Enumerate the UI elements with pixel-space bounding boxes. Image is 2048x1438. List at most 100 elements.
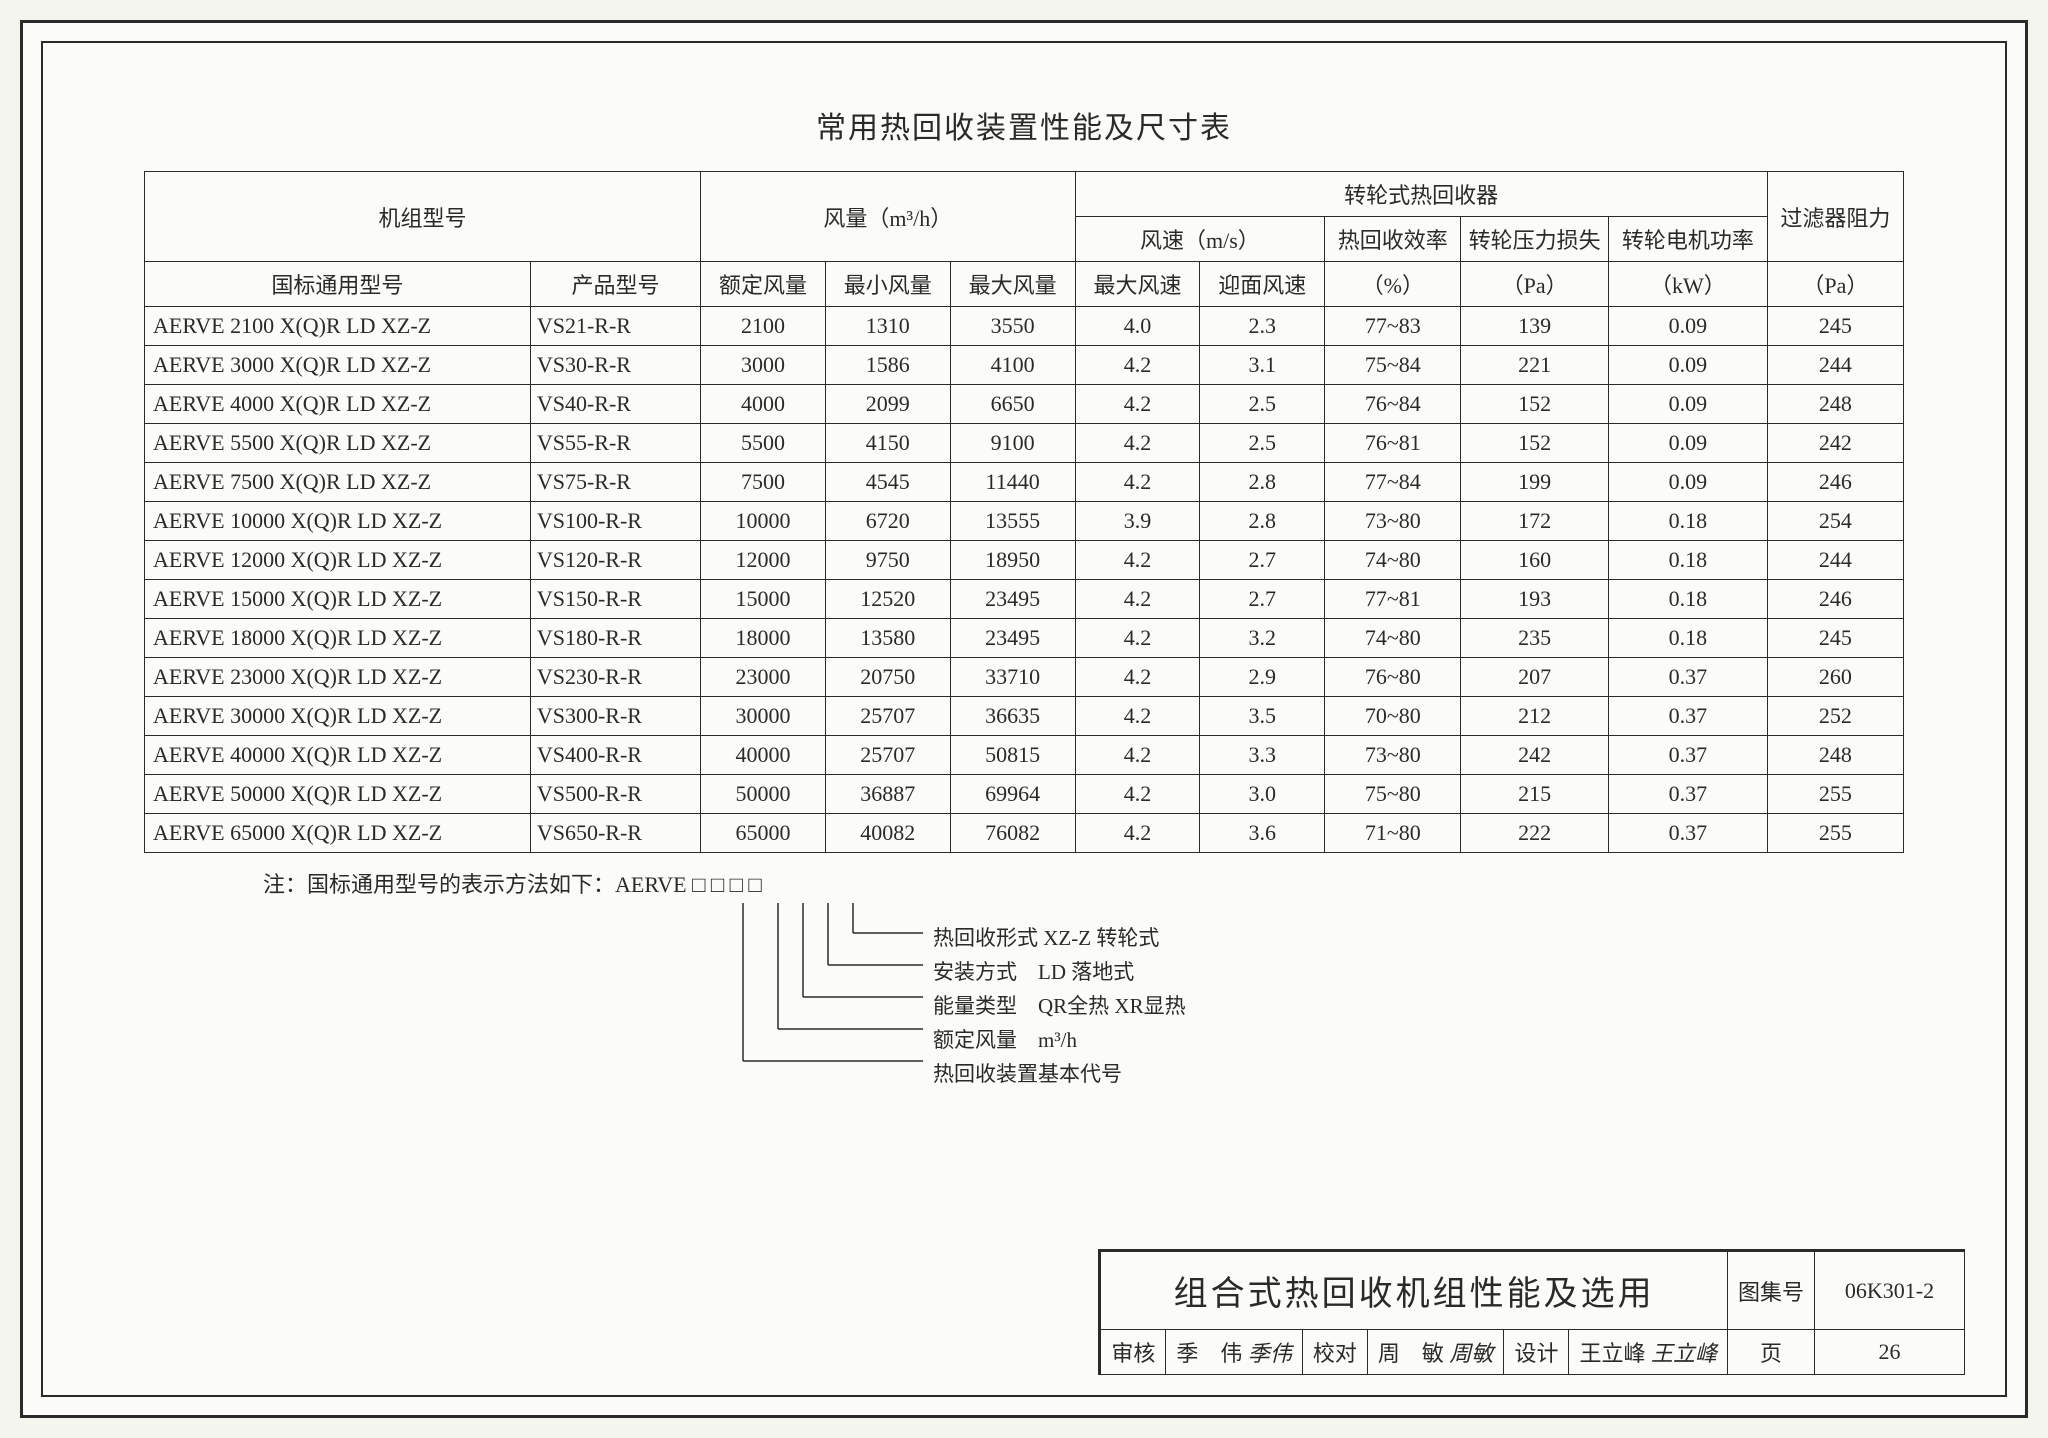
cell-gb: AERVE 40000 X(Q)R LD XZ-Z (145, 736, 531, 775)
cell-vmax: 4.2 (1075, 424, 1200, 463)
cell-max: 18950 (950, 541, 1075, 580)
cell-rated: 12000 (701, 541, 826, 580)
cell-pm: VS100-R-R (530, 502, 700, 541)
th-min: 最小风量 (825, 262, 950, 307)
cell-kw: 0.37 (1608, 814, 1767, 853)
cell-rated: 7500 (701, 463, 826, 502)
cell-vmax: 4.2 (1075, 658, 1200, 697)
table-row: AERVE 2100 X(Q)R LD XZ-ZVS21-R-R21001310… (145, 307, 1904, 346)
cell-ploss: 235 (1461, 619, 1609, 658)
cell-max: 11440 (950, 463, 1075, 502)
cell-min: 12520 (825, 580, 950, 619)
cell-ploss: 212 (1461, 697, 1609, 736)
cell-kw: 0.09 (1608, 463, 1767, 502)
cell-vmax: 4.2 (1075, 580, 1200, 619)
cell-vface: 3.6 (1200, 814, 1325, 853)
page-label: 页 (1727, 1330, 1814, 1375)
cell-eff: 76~81 (1325, 424, 1461, 463)
cell-vface: 2.8 (1200, 502, 1325, 541)
note-text: 注：国标通用型号的表示方法如下：AERVE □ □ □ □ (263, 867, 1965, 899)
table-row: AERVE 50000 X(Q)R LD XZ-ZVS500-R-R500003… (145, 775, 1904, 814)
cell-gb: AERVE 12000 X(Q)R LD XZ-Z (145, 541, 531, 580)
cell-max: 3550 (950, 307, 1075, 346)
cell-rated: 50000 (701, 775, 826, 814)
page-outer: 常用热回收装置性能及尺寸表 机组型号 风量（m³/h） 转轮式热回收器 过滤器阻… (20, 20, 2028, 1418)
cell-min: 9750 (825, 541, 950, 580)
cell-vmax: 4.2 (1075, 541, 1200, 580)
table-row: AERVE 23000 X(Q)R LD XZ-ZVS230-R-R230002… (145, 658, 1904, 697)
legend-bracket-icon (703, 903, 933, 1083)
title-block: 组合式热回收机组性能及选用 图集号 06K301-2 审核 季 伟 季伟 校对 … (1098, 1249, 1965, 1375)
th-pa: （Pa） (1461, 262, 1609, 307)
th-kw: （kW） (1608, 262, 1767, 307)
cell-max: 33710 (950, 658, 1075, 697)
cell-vface: 2.5 (1200, 385, 1325, 424)
cell-vface: 3.2 (1200, 619, 1325, 658)
cell-rated: 3000 (701, 346, 826, 385)
cell-kw: 0.18 (1608, 619, 1767, 658)
cell-vmax: 4.2 (1075, 775, 1200, 814)
cell-ploss: 193 (1461, 580, 1609, 619)
cell-min: 4545 (825, 463, 950, 502)
cell-ploss: 221 (1461, 346, 1609, 385)
cell-max: 9100 (950, 424, 1075, 463)
cell-min: 6720 (825, 502, 950, 541)
cell-rated: 4000 (701, 385, 826, 424)
cell-vface: 2.8 (1200, 463, 1325, 502)
cell-ploss: 222 (1461, 814, 1609, 853)
cell-max: 76082 (950, 814, 1075, 853)
cell-filter: 244 (1767, 541, 1903, 580)
cell-kw: 0.09 (1608, 385, 1767, 424)
page-inner-frame: 常用热回收装置性能及尺寸表 机组型号 风量（m³/h） 转轮式热回收器 过滤器阻… (41, 41, 2007, 1397)
cell-ploss: 160 (1461, 541, 1609, 580)
shenhe-name: 季 伟 季伟 (1166, 1330, 1303, 1375)
cell-eff: 70~80 (1325, 697, 1461, 736)
cell-vmax: 4.2 (1075, 385, 1200, 424)
cell-min: 1586 (825, 346, 950, 385)
th-airflow-group: 风量（m³/h） (701, 172, 1075, 262)
cell-min: 1310 (825, 307, 950, 346)
cell-eff: 77~81 (1325, 580, 1461, 619)
legend-diagram: 热回收形式 XZ-Z 转轮式 安装方式 LD 落地式 能量类型 QR全热 XR显… (703, 903, 1965, 1083)
cell-gb: AERVE 65000 X(Q)R LD XZ-Z (145, 814, 531, 853)
cell-vface: 3.1 (1200, 346, 1325, 385)
table-row: AERVE 5500 X(Q)R LD XZ-ZVS55-R-R55004150… (145, 424, 1904, 463)
cell-filter: 255 (1767, 814, 1903, 853)
cell-max: 69964 (950, 775, 1075, 814)
cell-min: 20750 (825, 658, 950, 697)
cell-pm: VS150-R-R (530, 580, 700, 619)
cell-rated: 65000 (701, 814, 826, 853)
shenhe-label: 审核 (1101, 1330, 1166, 1375)
th-gb-model: 国标通用型号 (145, 262, 531, 307)
cell-ploss: 172 (1461, 502, 1609, 541)
cell-filter: 246 (1767, 463, 1903, 502)
cell-kw: 0.09 (1608, 307, 1767, 346)
cell-kw: 0.37 (1608, 697, 1767, 736)
cell-rated: 30000 (701, 697, 826, 736)
jiaodui-signature: 周敏 (1449, 1341, 1493, 1366)
cell-vface: 2.3 (1200, 307, 1325, 346)
cell-max: 36635 (950, 697, 1075, 736)
cell-filter: 260 (1767, 658, 1903, 697)
spec-table: 机组型号 风量（m³/h） 转轮式热回收器 过滤器阻力 风速（m/s） 热回收效… (144, 171, 1904, 853)
cell-kw: 0.37 (1608, 658, 1767, 697)
cell-eff: 73~80 (1325, 736, 1461, 775)
cell-rated: 2100 (701, 307, 826, 346)
document-title: 常用热回收装置性能及尺寸表 (83, 103, 1965, 147)
cell-eff: 74~80 (1325, 541, 1461, 580)
cell-min: 25707 (825, 736, 950, 775)
cell-rated: 40000 (701, 736, 826, 775)
legend-l1: 热回收形式 XZ-Z 转轮式 (933, 921, 1186, 955)
cell-ploss: 152 (1461, 385, 1609, 424)
cell-gb: AERVE 7500 X(Q)R LD XZ-Z (145, 463, 531, 502)
cell-pm: VS400-R-R (530, 736, 700, 775)
atlas-label: 图集号 (1727, 1252, 1814, 1330)
cell-max: 50815 (950, 736, 1075, 775)
cell-vface: 2.5 (1200, 424, 1325, 463)
table-row: AERVE 65000 X(Q)R LD XZ-ZVS650-R-R650004… (145, 814, 1904, 853)
cell-ploss: 152 (1461, 424, 1609, 463)
cell-filter: 255 (1767, 775, 1903, 814)
cell-ploss: 199 (1461, 463, 1609, 502)
cell-vmax: 4.0 (1075, 307, 1200, 346)
th-pct: （%） (1325, 262, 1461, 307)
